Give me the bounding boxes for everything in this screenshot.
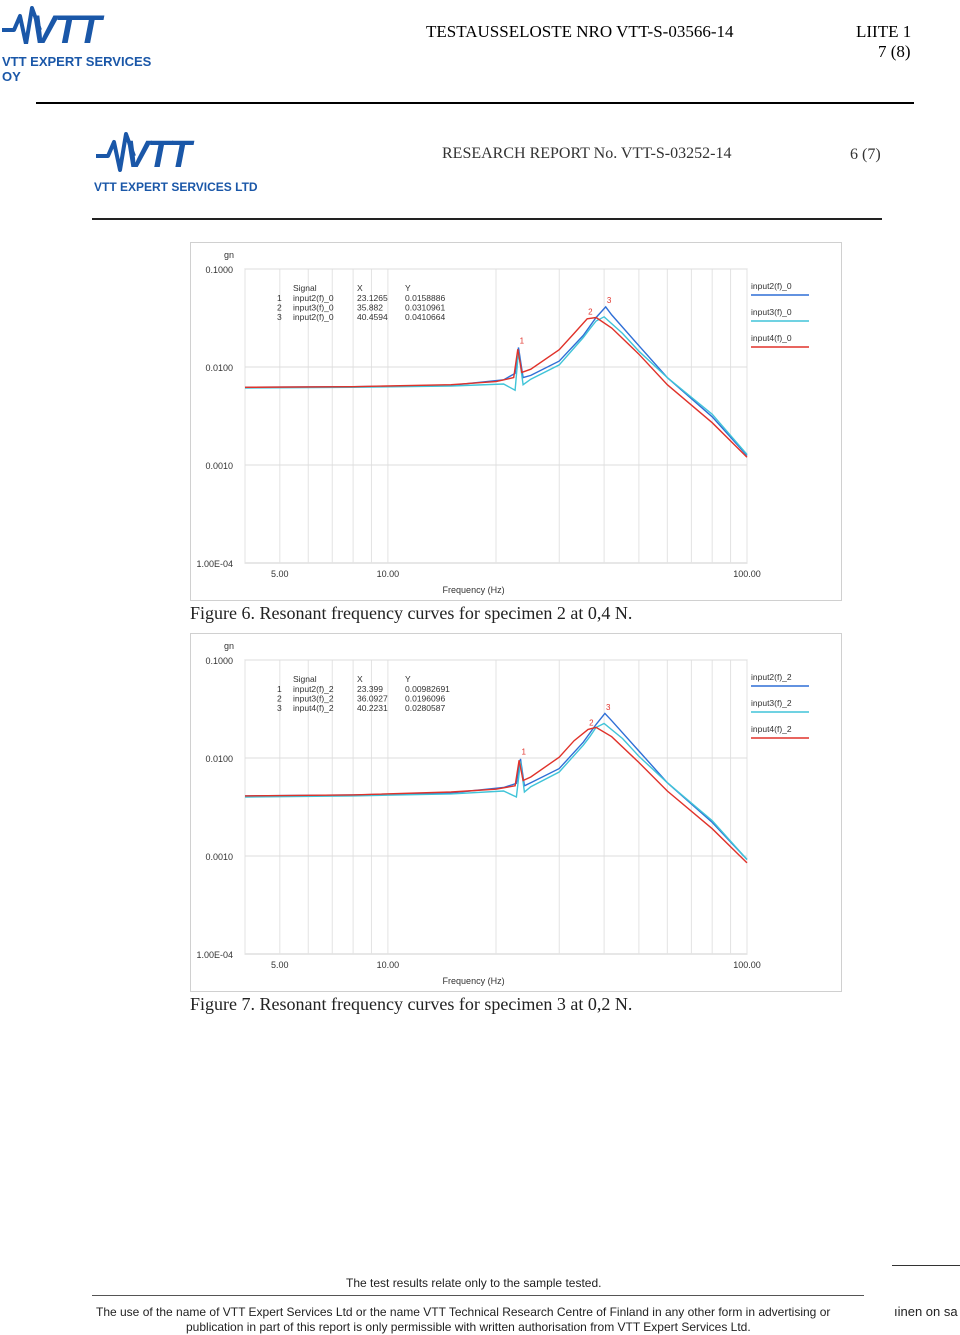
chart-figure-7: 0.1000 0.0100 0.0010 1.00E-04 gn 5.00 10.00 100… <box>190 633 842 992</box>
y-tick-label: 1.00E-04 <box>196 559 233 569</box>
footer-note: The test results relate only to the samp… <box>346 1276 602 1290</box>
x-tick-label: 100.00 <box>733 960 761 970</box>
cursor-table-index: 3 <box>277 312 282 322</box>
embedded-logo: VTT VTT EXPERT SERVICES LTD <box>94 132 264 196</box>
cursor-table-header: Y <box>405 283 411 293</box>
cursor-table-header: Signal <box>293 283 317 293</box>
y-tick-label: 0.0010 <box>205 461 233 471</box>
x-tick-label: 10.00 <box>377 960 400 970</box>
y-tick-label: 1.00E-04 <box>196 950 233 960</box>
cursor-table-header: Y <box>405 674 411 684</box>
y-tick-label: 0.0010 <box>205 852 233 862</box>
cursor-table-signal: input4(f)_2 <box>293 703 334 713</box>
cursor-table-y: 0.0196096 <box>405 694 445 704</box>
x-tick-label: 10.00 <box>377 569 400 579</box>
legend-label: input4(f)_0 <box>751 333 792 343</box>
footer-line-1: The use of the name of VTT Expert Servic… <box>96 1305 831 1319</box>
legend-label: input3(f)_2 <box>751 698 792 708</box>
appendix-label: LIITE 1 <box>856 22 912 41</box>
x-tick-label: 100.00 <box>733 569 761 579</box>
y-axis-label: gn <box>224 250 234 260</box>
footer-right-rule <box>892 1265 960 1266</box>
embedded-vtt-logo-mark-icon <box>96 132 136 172</box>
legend-label: input3(f)_0 <box>751 307 792 317</box>
legend-label: input2(f)_2 <box>751 672 792 682</box>
header-company-name: VTT EXPERT SERVICES OY <box>2 54 152 84</box>
footer-line-2: publication in part of this report is on… <box>186 1320 751 1334</box>
x-axis-label: Frequency (Hz) <box>443 585 505 595</box>
legend-label: input2(f)_0 <box>751 281 792 291</box>
header-rule <box>36 102 914 104</box>
y-axis-label: gn <box>224 641 234 651</box>
cursor-table-index: 2 <box>277 303 282 313</box>
embedded-company-name: VTT EXPERT SERVICES LTD <box>94 180 258 194</box>
cursor-table-signal: input2(f)_0 <box>293 293 334 303</box>
cursor-table-index: 1 <box>277 684 282 694</box>
header-logo-text: VTT <box>30 8 102 52</box>
chart-figure-6: 0.1000 0.0100 0.0010 1.00E-04 gn 5.00 10.00 100… <box>190 242 842 601</box>
cursor-table-y: 0.0410664 <box>405 312 445 322</box>
cursor-table-y: 0.0310961 <box>405 303 445 313</box>
chart-6-svg: 0.1000 0.0100 0.0010 1.00E-04 gn 5.00 10.00 100… <box>196 250 809 595</box>
cursor-table-x: 35.882 <box>357 303 383 313</box>
x-tick-label: 5.00 <box>271 960 289 970</box>
cursor-table-x: 40.2231 <box>357 703 388 713</box>
series-line-2 <box>244 315 748 455</box>
cursor-table-signal: input2(f)_2 <box>293 684 334 694</box>
series-line-3 <box>244 316 748 458</box>
cursor-table-index: 1 <box>277 293 282 303</box>
embedded-header-rule <box>92 218 882 220</box>
x-tick-label: 5.00 <box>271 569 289 579</box>
peak-marker: 2 <box>589 718 594 727</box>
peak-marker: 1 <box>520 336 525 345</box>
peak-marker: 3 <box>606 703 611 712</box>
cursor-table-header: Signal <box>293 674 317 684</box>
y-tick-label: 0.0100 <box>205 363 233 373</box>
cursor-table-header: X <box>357 674 363 684</box>
cursor-table-index: 3 <box>277 703 282 713</box>
report-title: TESTAUSSELOSTE NRO VTT-S-03566-14 <box>426 22 734 41</box>
cursor-table-x: 23.399 <box>357 684 383 694</box>
legend-label: input4(f)_2 <box>751 724 792 734</box>
cursor-table-y: 0.0158886 <box>405 293 445 303</box>
cursor-table-signal: input3(f)_2 <box>293 694 334 704</box>
peak-marker: 1 <box>521 748 526 757</box>
cursor-table-x: 40.4594 <box>357 312 388 322</box>
embedded-page-number: 6 (7) <box>850 146 881 163</box>
vtt-logo-mark-icon <box>2 6 42 44</box>
embedded-logo-text: VTT <box>124 134 192 176</box>
series-line-2 <box>244 722 748 860</box>
series-line-3 <box>244 726 748 864</box>
footer-cut-text: ıinen on sa <box>894 1304 958 1319</box>
header-logo: VTT VTT EXPERT SERVICES OY <box>0 4 170 84</box>
chart-7-svg: 0.1000 0.0100 0.0010 1.00E-04 gn 5.00 10.00 100… <box>196 641 809 986</box>
embedded-report-title: RESEARCH REPORT No. VTT-S-03252-14 <box>442 145 732 162</box>
y-tick-label: 0.1000 <box>205 656 233 666</box>
footer-rule <box>92 1295 864 1296</box>
cursor-table-index: 2 <box>277 694 282 704</box>
peak-marker: 3 <box>607 296 612 305</box>
cursor-table-signal: input3(f)_0 <box>293 303 334 313</box>
page-number: 7 (8) <box>878 42 911 61</box>
figure-6-caption: Figure 6. Resonant frequency curves for … <box>190 603 633 623</box>
cursor-table-x: 36.0927 <box>357 694 388 704</box>
peak-marker: 2 <box>588 308 593 317</box>
y-tick-label: 0.0100 <box>205 754 233 764</box>
y-tick-label: 0.1000 <box>205 265 233 275</box>
cursor-table-signal: input2(f)_0 <box>293 312 334 322</box>
cursor-table-y: 0.0280587 <box>405 703 445 713</box>
cursor-table-y: 0.00982691 <box>405 684 450 694</box>
cursor-table-header: X <box>357 283 363 293</box>
x-axis-label: Frequency (Hz) <box>443 976 505 986</box>
cursor-table-x: 23.1265 <box>357 293 388 303</box>
figure-7-caption: Figure 7. Resonant frequency curves for … <box>190 994 633 1014</box>
